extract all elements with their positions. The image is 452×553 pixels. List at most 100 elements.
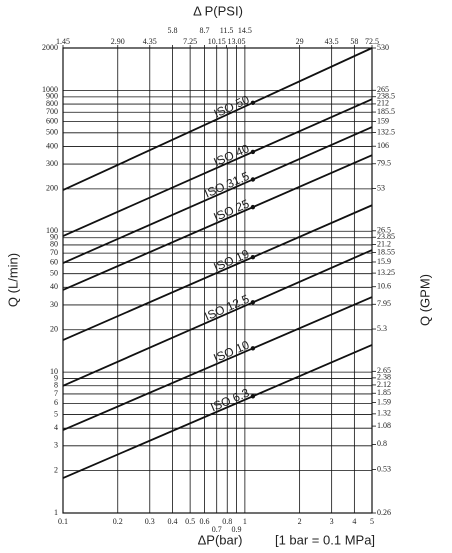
x2-tick-label: 13.05 <box>228 37 246 46</box>
y2-tick-label: 5.3 <box>377 324 387 333</box>
y-tick-label: 6 <box>54 398 58 407</box>
series-label: ISO 19 <box>212 246 252 274</box>
x2-tick-label: 58 <box>350 37 358 46</box>
x2-tick-label: 14.5 <box>238 26 252 35</box>
y-tick-label: 40 <box>50 282 58 291</box>
y2-tick-label: 7.95 <box>377 299 391 308</box>
series-line <box>62 126 373 264</box>
y-tick-label: 4 <box>54 423 58 432</box>
y-tick-label: 2000 <box>42 43 58 52</box>
series-label: ISO 25 <box>212 196 252 224</box>
x-axis-note: [1 bar = 0.1 MPa] <box>275 532 375 547</box>
series-label: ISO 40 <box>212 141 252 169</box>
y-tick-label: 7 <box>54 389 58 398</box>
y2-tick-label: 1.59 <box>377 397 391 406</box>
label-dot <box>250 394 256 399</box>
y2-tick-label: 265 <box>377 85 389 94</box>
y2-tick-label: 2.65 <box>377 366 391 375</box>
y2-tick-label: 185.5 <box>377 107 395 116</box>
x-tick-label: 3 <box>330 517 334 526</box>
y2-tick-label: 530 <box>377 43 389 52</box>
x2-tick-label: 11.5 <box>220 26 234 35</box>
y-tick-label: 30 <box>50 300 58 309</box>
y2-tick-label: 132.5 <box>377 127 395 136</box>
y2-tick-label: 26.5 <box>377 226 391 235</box>
x-tick-label: 0.9 <box>232 525 242 534</box>
series-line <box>62 47 373 191</box>
x2-tick-label: 43.5 <box>325 37 339 46</box>
y-tick-label: 900 <box>46 92 58 101</box>
label-dot <box>250 255 256 260</box>
y2-tick-label: 1.32 <box>377 409 391 418</box>
y2-tick-label: 23.85 <box>377 232 395 241</box>
y2-tick-label: 106 <box>377 141 389 150</box>
series-line <box>62 98 373 237</box>
y-axis-title: Q (L/min) <box>5 253 20 307</box>
y2-tick-label: 1.08 <box>377 421 391 430</box>
x-tick-label: 5 <box>370 517 374 526</box>
x-tick-label: 0.6 <box>200 517 210 526</box>
y-tick-label: 300 <box>46 159 58 168</box>
x-tick-label: 0.1 <box>58 517 68 526</box>
y2-tick-label: 212 <box>377 99 389 108</box>
y-tick-label: 400 <box>46 141 58 150</box>
y-tick-label: 3 <box>54 441 58 450</box>
y2-tick-label: 79.5 <box>377 159 391 168</box>
y-tick-label: 20 <box>50 325 58 334</box>
x2-tick-label: 8.7 <box>200 26 210 35</box>
y2-tick-label: 0.26 <box>377 508 391 517</box>
y2-tick-label: 13.25 <box>377 268 395 277</box>
y-tick-label: 50 <box>50 269 58 278</box>
y-tick-label: 500 <box>46 128 58 137</box>
y2-tick-label: 18.55 <box>377 247 395 256</box>
x2-tick-label: 10.15 <box>208 37 226 46</box>
x2-tick-label: 7.25 <box>183 37 197 46</box>
y2-tick-label: 21.2 <box>377 239 391 248</box>
label-dot <box>250 204 256 210</box>
y-tick-label: 1000 <box>42 85 58 94</box>
x2-tick-label: 29 <box>296 37 304 46</box>
series-line <box>62 296 373 431</box>
y2-tick-label: 10.6 <box>377 282 391 291</box>
x-tick-label: 0.7 <box>212 525 222 534</box>
top-axis-title: Δ P(PSI) <box>193 3 243 18</box>
x-tick-label: 4 <box>352 517 356 526</box>
y-tick-label: 700 <box>46 107 58 116</box>
x-tick-label: 0.8 <box>222 517 232 526</box>
y-tick-label: 800 <box>46 99 58 108</box>
x2-tick-label: 5.8 <box>167 26 177 35</box>
y-tick-label: 8 <box>54 381 58 390</box>
label-dot <box>250 100 256 105</box>
x-tick-label: 1 <box>243 517 247 526</box>
label-dot <box>250 300 256 305</box>
y-tick-label: 70 <box>50 248 58 257</box>
label-dot <box>250 346 256 351</box>
y-tick-label: 1 <box>54 508 58 517</box>
y-tick-label: 200 <box>46 184 58 193</box>
x2-tick-label: 1.45 <box>56 37 70 46</box>
y2-tick-label: 0.53 <box>377 464 391 473</box>
x2-tick-label: 72.5 <box>365 37 379 46</box>
y2-tick-label: 2.38 <box>377 373 391 382</box>
y-tick-label: 2 <box>54 465 58 474</box>
series-label: ISO 10 <box>211 337 251 365</box>
y2-tick-label: 53 <box>377 183 385 192</box>
y-tick-label: 10 <box>50 367 58 376</box>
y-tick-label: 600 <box>46 116 58 125</box>
y-tick-label: 5 <box>54 409 58 418</box>
y-tick-label: 60 <box>50 257 58 266</box>
y-tick-label: 80 <box>50 240 58 249</box>
series-line <box>62 249 373 387</box>
y-tick-label: 90 <box>50 233 58 242</box>
x-tick-label: 2 <box>298 517 302 526</box>
series-line <box>62 344 373 479</box>
series-line <box>62 154 373 291</box>
y2-tick-label: 1.85 <box>377 388 391 397</box>
y-tick-label: 100 <box>46 226 58 235</box>
y2-tick-label: 238.5 <box>377 92 395 101</box>
label-dot <box>250 149 256 155</box>
x-tick-label: 0.4 <box>167 517 177 526</box>
label-dot <box>250 177 256 182</box>
x-axis-title: ΔP(bar) <box>198 532 243 547</box>
